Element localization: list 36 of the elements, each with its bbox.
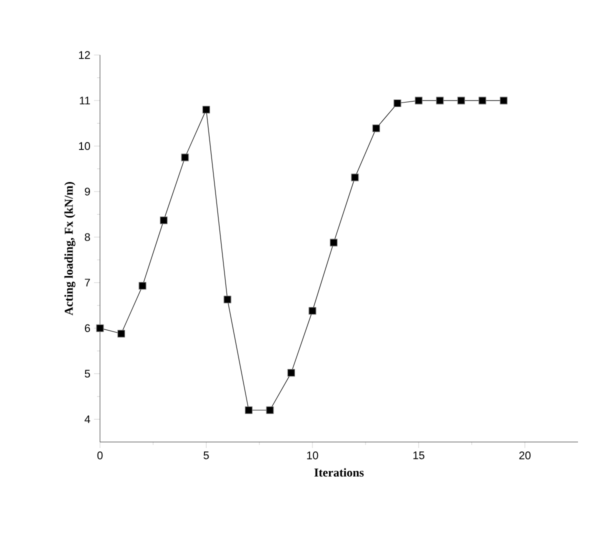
x-tick-label: 20 [519,452,531,460]
point [500,96,508,104]
point [160,216,168,224]
y-tick-label: 11 [80,96,90,104]
point [181,154,189,162]
x-tick-label: 0 [97,452,103,460]
y-tick-label: 9 [84,188,90,196]
y-tick-label: 10 [79,142,90,150]
y-tick-label: 7 [84,278,90,286]
point [457,96,465,104]
point [244,406,253,414]
point [266,406,274,414]
x-axis-title: Iterations [314,468,364,477]
point [330,238,338,246]
point [287,368,296,377]
point [224,296,232,304]
y-tick-label: 5 [84,370,90,378]
point [138,282,146,290]
point [202,106,210,114]
y-tick-label: 12 [79,51,90,59]
y-tick-label: 8 [84,233,90,242]
point [351,174,359,182]
point [372,124,380,132]
point [414,96,422,104]
y-tick-label: 6 [84,324,90,332]
x-tick-label: 5 [204,452,209,460]
point [394,99,402,108]
point [478,96,486,104]
point [96,324,104,332]
x-tick-label: 15 [413,452,424,460]
y-tick-label: 4 [84,415,90,424]
y-axis-title: Acting loading, Fx (kN/m) [64,182,76,316]
point [117,330,126,338]
x-tick-label: 10 [307,452,318,460]
point [436,96,444,104]
point [308,307,316,315]
